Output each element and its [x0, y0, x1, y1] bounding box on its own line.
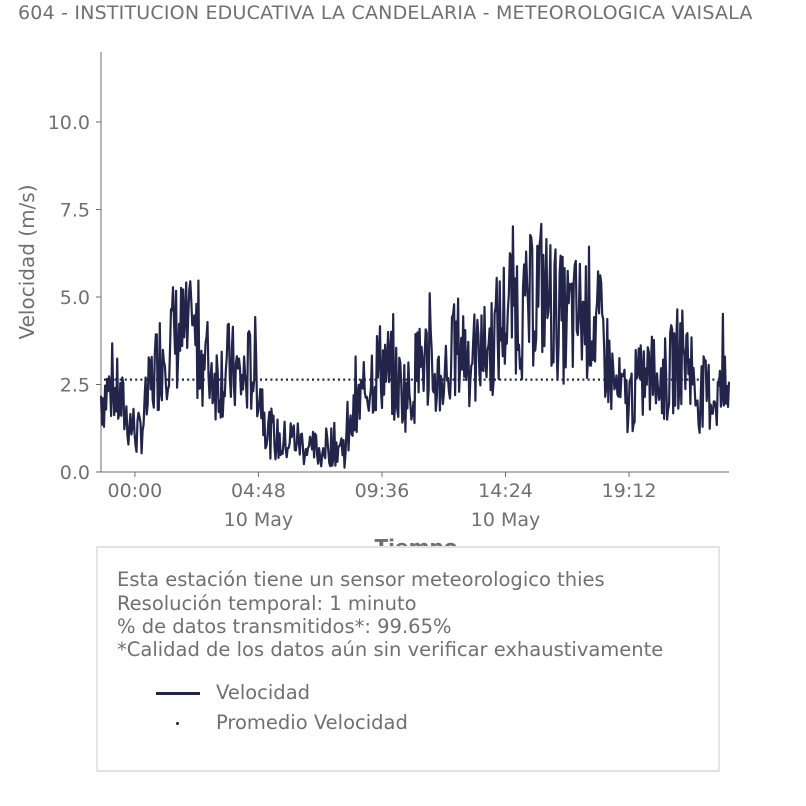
info-legend-box: Esta estación tiene un sensor meteorolog…: [96, 546, 720, 772]
x-tick-label: 00:00: [108, 480, 163, 502]
y-tick-label: 5.0: [60, 287, 90, 309]
x-tick-label: 14:24: [478, 480, 533, 502]
y-tick-label: 2.5: [60, 375, 90, 397]
y-axis-label: Velocidad (m/s): [15, 184, 39, 339]
x-tick-sublabel: 10 May: [471, 509, 541, 531]
legend-label-velocidad: Velocidad: [216, 681, 311, 704]
legend-line-swatch: [156, 692, 200, 695]
quality-note-text: *Calidad de los datos aún sin verificar …: [117, 638, 664, 661]
chart-title: 604 - INSTITUCION EDUCATIVA LA CANDELARI…: [18, 2, 753, 24]
x-tick-label: 19:12: [602, 480, 657, 502]
transmission-info-text: % de datos transmitidos*: 99.65%: [117, 615, 452, 638]
resolution-info-text: Resolución temporal: 1 minuto: [117, 592, 417, 615]
sensor-info-text: Esta estación tiene un sensor meteorolog…: [117, 568, 605, 591]
x-tick-label: 04:48: [231, 480, 286, 502]
x-tick-label: 09:36: [355, 480, 410, 502]
x-tick-sublabel: 10 May: [224, 509, 294, 531]
legend-label-promedio: Promedio Velocidad: [216, 711, 408, 734]
series-velocidad: [99, 222, 731, 469]
y-tick-label: 7.5: [60, 200, 90, 222]
legend-dot-swatch: [176, 722, 179, 725]
y-tick-label: 10.0: [48, 112, 90, 134]
y-tick-label: 0.0: [60, 462, 90, 484]
